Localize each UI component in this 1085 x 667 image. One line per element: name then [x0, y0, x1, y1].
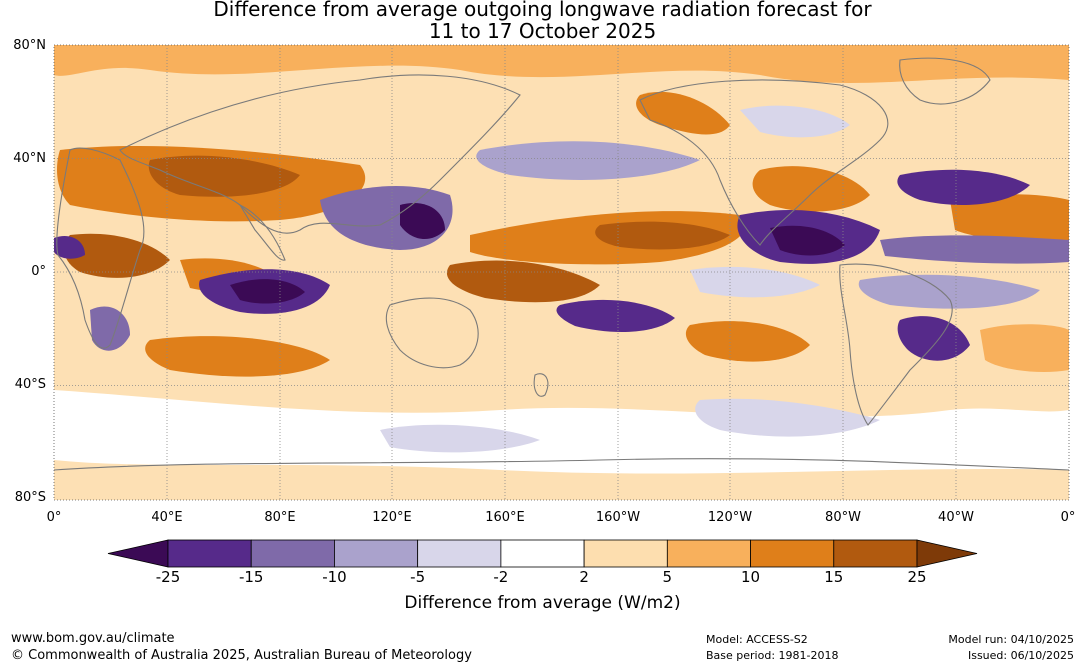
lat-label-0: 0°	[31, 264, 46, 279]
coastlines	[54, 57, 1069, 471]
field-westafrica-dark	[54, 235, 85, 259]
field-equatorial-brown	[446, 260, 600, 303]
field-southamerica-lilac	[858, 274, 1040, 309]
colorbar-tick-label: 5	[662, 568, 673, 586]
coast-southamerica	[839, 263, 953, 426]
colorbar-title: Difference from average (W/m2)	[404, 593, 681, 613]
colorbar-extend-high	[916, 539, 978, 568]
lat-label-80s: 80°S	[14, 490, 46, 505]
colorbar-tick-label: -10	[322, 568, 347, 586]
colorbar-swatch	[334, 539, 419, 568]
colorbar-tick-label: -25	[155, 568, 181, 586]
chart-title-line-1: Difference from average outgoing longwav…	[213, 0, 872, 21]
field-indian-dark	[230, 279, 305, 304]
coast-northamerica	[639, 79, 889, 246]
lon-label-160e: 160°E	[485, 510, 525, 525]
field-centralamerica-dark	[770, 225, 845, 256]
footer-issued: Issued: 06/10/2025	[967, 649, 1074, 662]
lon-label-40w: 40°W	[938, 510, 974, 525]
lon-label-0-east: 0°	[1060, 510, 1076, 525]
colorbar-swatch	[750, 539, 835, 568]
coast-greenland	[899, 57, 991, 105]
field-atlantic-band	[880, 235, 1069, 264]
lat-label-40n: 40°N	[13, 151, 46, 166]
field-atlantic-purple	[897, 169, 1030, 205]
field-southamerica-purple	[897, 316, 970, 361]
colorbar-tick-label: -15	[238, 568, 264, 586]
field-eastasia-dark	[400, 202, 445, 240]
coast-newzealand	[533, 373, 549, 397]
field-asia-brown	[148, 155, 300, 197]
field-southern-white	[54, 390, 1069, 474]
footer-model: Model: ACCESS-S2	[706, 633, 808, 646]
colorbar-tick-label: 10	[741, 568, 761, 586]
field-npacific-brown	[595, 221, 730, 250]
coast-eurasia	[119, 74, 521, 234]
coast-india	[238, 203, 286, 261]
colorbar-swatch	[666, 539, 751, 568]
footer-base-period: Base period: 1981-2018	[706, 649, 839, 662]
chart-title-line-2: 11 to 17 October 2025	[428, 19, 657, 43]
field-africa-brown	[64, 233, 170, 278]
field-southern-lilac-2	[380, 424, 540, 453]
colorbar-tick-label: -5	[410, 568, 426, 586]
colorbar-swatch	[833, 539, 918, 568]
lon-label-160w: 160°W	[595, 510, 641, 525]
lat-label-40s: 40°S	[14, 377, 46, 392]
colorbar-tick-label: 2	[579, 568, 589, 586]
coast-africa	[56, 147, 145, 349]
colorbar-swatch	[500, 539, 585, 568]
field-midpacific-lilac	[476, 141, 700, 180]
lon-label-120w: 120°W	[707, 510, 753, 525]
footer-url: www.bom.gov.au/climate	[11, 631, 175, 646]
lon-label-40e: 40°E	[151, 510, 183, 525]
colorbar-tick-label: -2	[493, 568, 509, 586]
colorbar-tick-label: 25	[907, 568, 927, 586]
lon-label-120e: 120°E	[372, 510, 412, 525]
colorbar-swatch	[583, 539, 668, 568]
anomaly-fields	[54, 45, 1069, 474]
field-satlantic-orange	[980, 324, 1069, 372]
lon-label-0-west: 0°	[46, 510, 62, 525]
coast-antarctica	[54, 458, 1069, 471]
field-northamerica-orange	[752, 166, 870, 212]
field-sindian-orange	[145, 336, 330, 377]
field-eastpacific-lilac	[690, 266, 820, 298]
colorbar-swatch	[250, 539, 335, 568]
lon-label-80e: 80°E	[264, 510, 296, 525]
lon-label-80w: 80°W	[825, 510, 861, 525]
map-frame	[53, 44, 1070, 501]
footer-model-run: Model run: 04/10/2025	[948, 633, 1074, 646]
field-arctic-orange	[54, 45, 1069, 84]
graticule	[54, 45, 1069, 500]
coast-australia	[385, 297, 479, 369]
colorbar-swatch	[167, 539, 252, 568]
field-northatlantic-lilac	[740, 105, 850, 138]
colorbar-extend-low	[107, 539, 169, 568]
field-natlantic-orange	[950, 194, 1069, 242]
lat-label-80n: 80°N	[13, 38, 46, 53]
colorbar-tick-label: 15	[824, 568, 844, 586]
field-spcz-purple	[556, 299, 675, 332]
footer-copyright: © Commonwealth of Australia 2025, Austra…	[11, 648, 472, 663]
field-spacific-orange	[685, 321, 810, 362]
colorbar-swatch	[417, 539, 502, 568]
field-southern-lilac	[695, 398, 880, 437]
